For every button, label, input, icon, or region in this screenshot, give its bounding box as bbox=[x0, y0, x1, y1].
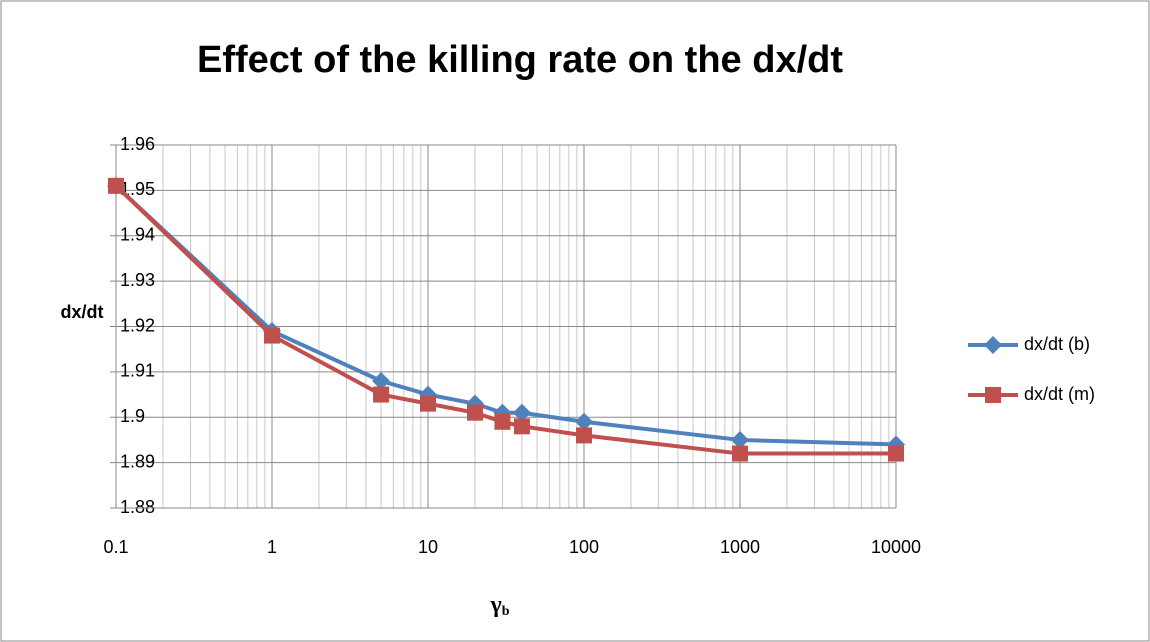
marker bbox=[494, 413, 511, 430]
marker bbox=[576, 427, 592, 444]
marker bbox=[731, 430, 749, 449]
x-tick-label: 1000 bbox=[720, 537, 760, 557]
marker bbox=[264, 327, 280, 344]
x-axis-label: γb bbox=[489, 592, 509, 620]
y-tick-label: 1.93 bbox=[120, 270, 155, 290]
y-tick-label: 1.95 bbox=[120, 179, 155, 199]
marker bbox=[575, 412, 593, 431]
y-tick-label: 1.94 bbox=[120, 225, 155, 245]
marker bbox=[420, 395, 436, 412]
marker bbox=[372, 371, 391, 390]
marker bbox=[373, 386, 390, 403]
marker bbox=[512, 403, 531, 422]
y-tick-label: 1.9 bbox=[120, 406, 145, 426]
y-tick-label: 1.96 bbox=[120, 134, 155, 154]
chart-title: Effect of the killing rate on the dx/dt bbox=[197, 39, 843, 81]
legend-marker bbox=[984, 336, 1002, 354]
series-line bbox=[114, 184, 897, 447]
y-tick-label: 1.88 bbox=[120, 497, 155, 517]
marker bbox=[466, 404, 483, 421]
y-tick-label: 1.89 bbox=[120, 451, 155, 471]
y-axis-label: dx/dt bbox=[61, 302, 104, 322]
x-axis-label-sub: b bbox=[502, 604, 510, 619]
legend-marker bbox=[985, 387, 1001, 403]
marker bbox=[108, 177, 124, 194]
y-tick-label: 1.91 bbox=[120, 361, 155, 381]
x-tick-label: 0.1 bbox=[103, 537, 128, 557]
marker bbox=[513, 418, 530, 435]
x-tick-label: 10 bbox=[418, 537, 438, 557]
y-tick-label: 1.92 bbox=[120, 315, 155, 335]
x-axis-label-main: γ bbox=[489, 592, 501, 618]
x-tick-label: 100 bbox=[569, 537, 599, 557]
x-tick-label: 10000 bbox=[871, 537, 921, 557]
series-line bbox=[114, 184, 896, 456]
marker bbox=[888, 445, 904, 462]
legend-label: dx/dt (m) bbox=[1024, 384, 1095, 404]
marker bbox=[732, 445, 748, 462]
legend-label: dx/dt (b) bbox=[1024, 334, 1090, 354]
x-tick-label: 1 bbox=[267, 537, 277, 557]
